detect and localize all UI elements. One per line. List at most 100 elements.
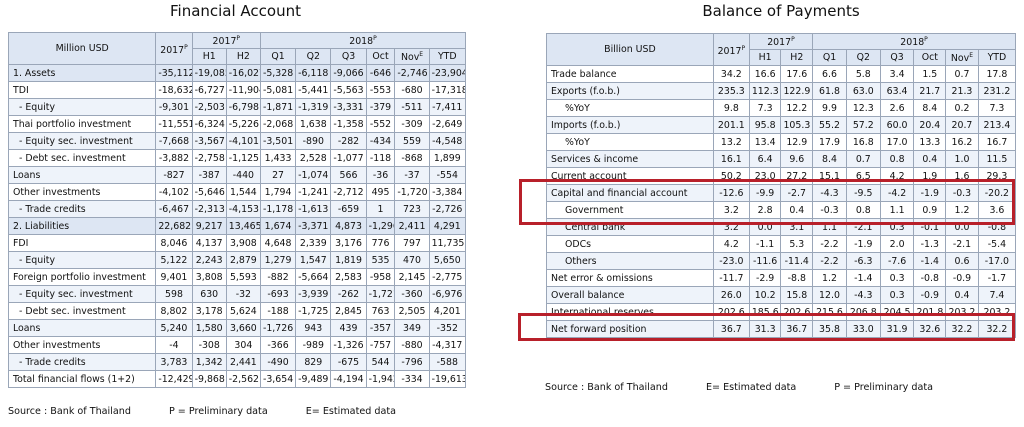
value-cell: 943 — [295, 319, 332, 338]
value-cell: -357 — [365, 319, 396, 338]
value-cell: 1.2 — [812, 269, 847, 288]
value-cell: -1,726 — [259, 319, 297, 338]
value-cell: 9.8 — [712, 99, 750, 118]
value-cell: 6.6 — [812, 65, 847, 84]
row-label: %YoY — [546, 133, 714, 152]
value-cell: 2,411 — [394, 217, 430, 236]
value-cell: -12.6 — [712, 184, 750, 203]
row-label: Trade balance — [546, 65, 714, 84]
value-cell: 349 — [394, 319, 430, 338]
value-cell: -6,727 — [191, 81, 227, 100]
value-cell: 34.2 — [712, 65, 750, 84]
value-cell: 1,674 — [259, 217, 297, 236]
highlight-current-capital-account — [519, 179, 1015, 225]
value-cell: -5,441 — [295, 81, 332, 100]
value-cell: -434 — [365, 132, 396, 151]
balance-of-payments-title: Balance of Payments — [702, 2, 860, 20]
table-row: %YoY 13.2 13.4 12.9 17.9 16.8 17.0 13.3 16.2 16.7 — [546, 133, 1017, 152]
value-cell: 16.8 — [845, 133, 881, 152]
column-header-nov: NovE — [945, 49, 979, 67]
value-cell: -2,726 — [428, 200, 467, 219]
table-row: Services & income 16.1 6.4 9.6 8.4 0.7 0.8 0.4 1… — [546, 150, 1017, 169]
value-cell: -958 — [365, 268, 396, 287]
value-cell: -6,467 — [155, 200, 193, 219]
value-cell: -1,358 — [330, 115, 367, 134]
value-cell: -37 — [394, 166, 430, 185]
row-label: TDI — [7, 81, 157, 100]
value-cell: -757 — [365, 336, 396, 355]
value-cell: -3,882 — [155, 149, 193, 168]
table-row: - Debt sec. investment -3,882 -2,758 -1,125… — [7, 149, 467, 168]
value-cell: -3,567 — [191, 132, 227, 151]
value-cell: 776 — [365, 234, 396, 253]
value-cell: 3,783 — [155, 353, 193, 372]
value-cell: -2,758 — [191, 149, 227, 168]
column-header-q1: Q1 — [812, 49, 847, 67]
value-cell: -1.9 — [845, 235, 881, 254]
value-cell: 2,145 — [394, 268, 430, 287]
value-cell: -1.4 — [913, 252, 947, 271]
value-cell: -379 — [365, 98, 396, 117]
value-cell: 17.9 — [812, 133, 847, 152]
value-cell: 3,660 — [225, 319, 261, 338]
value-cell: -796 — [394, 353, 430, 372]
value-cell: -6,324 — [191, 115, 227, 134]
value-cell: -1,319 — [295, 98, 332, 117]
table-row: Loans -827 -387 -440 27 -1,074 566 -36 -37 -554 — [7, 166, 467, 185]
value-cell: 1.0 — [945, 150, 979, 169]
value-cell: 3,176 — [330, 234, 367, 253]
value-cell: -2.1 — [945, 235, 979, 254]
unit-header: Million USD — [7, 31, 157, 66]
row-label: Loans — [7, 166, 157, 185]
value-cell: -1,178 — [259, 200, 297, 219]
value-cell: -680 — [394, 81, 430, 100]
value-cell: -989 — [295, 336, 332, 355]
value-cell: -23,904 — [428, 64, 467, 83]
value-cell: 13.4 — [748, 133, 782, 152]
value-cell: -1,074 — [295, 166, 332, 185]
table-row: - Debt sec. investment 8,802 3,178 5,624 -18… — [7, 302, 467, 321]
value-cell: -3,939 — [295, 285, 332, 304]
value-cell: 495 — [365, 183, 396, 202]
value-cell: -1,077 — [330, 149, 367, 168]
value-cell: -5,664 — [295, 268, 332, 287]
value-cell: 1,279 — [259, 251, 297, 270]
value-cell: -12,429 — [155, 370, 193, 389]
value-cell: 32.2 — [977, 320, 1017, 339]
value-cell: -0.8 — [913, 269, 947, 288]
value-cell: 231.2 — [977, 82, 1017, 101]
value-cell: -890 — [295, 132, 332, 151]
value-cell: 470 — [394, 251, 430, 270]
value-cell: -387 — [191, 166, 227, 185]
value-cell: -1,725 — [295, 302, 332, 321]
row-label: Loans — [7, 319, 157, 338]
value-cell: -2,562 — [225, 370, 261, 389]
value-cell: -5.4 — [977, 235, 1017, 254]
value-cell: 17.6 — [780, 65, 814, 84]
value-cell: 763 — [365, 302, 396, 321]
value-cell: 829 — [295, 353, 332, 372]
value-cell: 1,819 — [330, 251, 367, 270]
row-label: - Trade credits — [7, 353, 157, 372]
value-cell: -2.9 — [748, 269, 782, 288]
value-cell: -868 — [394, 149, 430, 168]
row-label: 1. Assets — [7, 64, 157, 83]
value-cell: -11,551 — [155, 115, 193, 134]
column-header-q2: Q2 — [295, 48, 332, 66]
value-cell: -2,313 — [191, 200, 227, 219]
value-cell: 16.2 — [945, 133, 979, 152]
table-row: Imports (f.o.b.) 201.1 95.8 105.3 55.2 57.2 60… — [546, 116, 1017, 135]
value-cell: 17.0 — [879, 133, 915, 152]
value-cell: 213.4 — [977, 116, 1017, 135]
value-cell: 1,580 — [191, 319, 227, 338]
value-cell: 7.3 — [977, 99, 1017, 118]
value-cell: 13,465 — [225, 217, 261, 236]
table-row: International reserves 202.6 185.6 202.6 215… — [546, 303, 1017, 322]
value-cell: -1.3 — [913, 235, 947, 254]
row-label: - Equity sec. investment — [7, 285, 157, 304]
value-cell: 20.4 — [913, 116, 947, 135]
value-cell: -19,613 — [428, 370, 467, 389]
value-cell: -282 — [330, 132, 367, 151]
value-cell: -6,798 — [225, 98, 261, 117]
value-cell: 22,682 — [155, 217, 193, 236]
